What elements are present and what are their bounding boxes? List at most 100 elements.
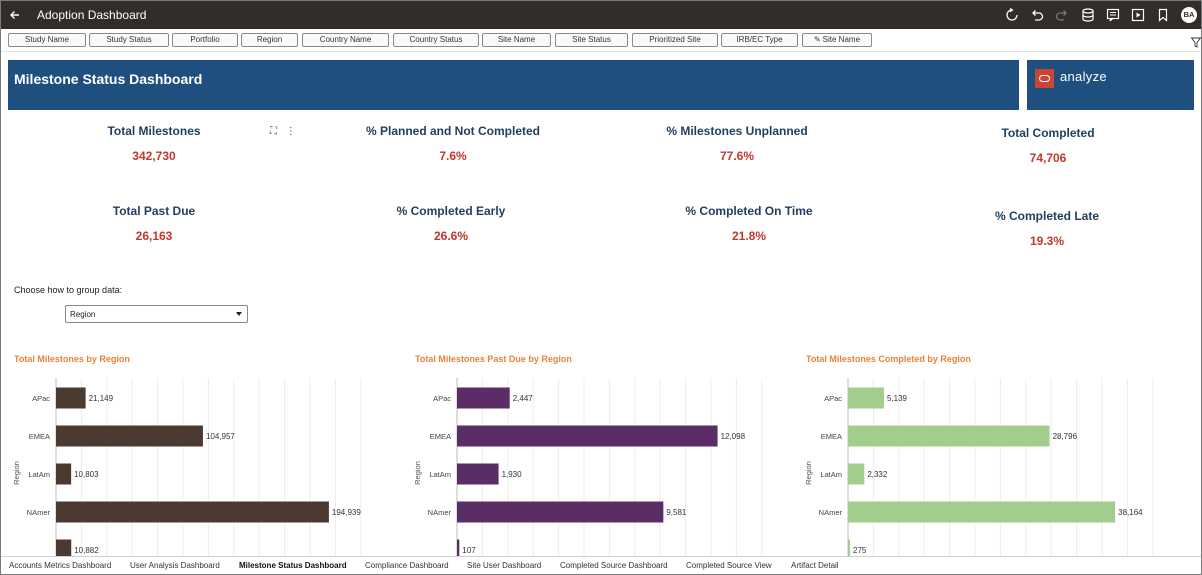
kpi-milestones-unplanned: % Milestones Unplanned 77.6% (617, 124, 857, 163)
kpi-total-past-due: Total Past Due 26,163 (34, 204, 274, 243)
category-label: EMEA (821, 432, 842, 441)
kpi-value: 19.3% (1029, 234, 1065, 248)
refresh-icon[interactable] (1004, 7, 1020, 23)
chart-title-completed: Total Milestones Completed by Region (806, 354, 971, 364)
category-label: APac (32, 394, 50, 403)
redo-icon[interactable] (1054, 7, 1070, 23)
category-label: EMEA (430, 432, 451, 441)
tab-compliance[interactable]: Compliance Dashboard (365, 561, 449, 570)
bar-value-label: 2,332 (867, 470, 888, 479)
kpi-label: % Milestones Unplanned (666, 124, 808, 138)
filter-chip-study-name[interactable]: Study Name (8, 33, 86, 47)
bar-value-label: 12,098 (721, 432, 746, 441)
category-label: APac (824, 394, 842, 403)
filter-chip-site-name[interactable]: Site Name (482, 33, 551, 47)
user-avatar[interactable]: BA (1181, 7, 1197, 23)
category-label: NAmer (428, 508, 452, 517)
kpi-value: 26,163 (135, 229, 173, 243)
tab-accounts-metrics[interactable]: Accounts Metrics Dashboard (9, 561, 112, 570)
chart-past-due[interactable]: Region 2,447 APac 12,098 EMEA 1,930 LatAm 9,581… (409, 378, 789, 556)
bar[interactable] (848, 463, 865, 485)
tab-completed-source-dashboard[interactable]: Completed Source Dashboard (560, 561, 668, 570)
group-by-value: Region (70, 310, 96, 319)
category-label: LatAm (820, 470, 842, 479)
bar-value-label: 28,796 (1053, 432, 1078, 441)
tab-milestone-status[interactable]: Milestone Status Dashboard (239, 561, 347, 570)
chart-title-total-milestones: Total Milestones by Region (14, 354, 130, 364)
y-axis-title: Region (12, 461, 21, 485)
back-arrow-icon[interactable] (5, 5, 25, 25)
bar[interactable] (848, 539, 850, 557)
kpi-completed-late: % Completed Late 19.3% (927, 209, 1167, 248)
bar[interactable] (56, 501, 329, 523)
bar[interactable] (848, 387, 884, 409)
kpi-value: 77.6% (719, 149, 755, 163)
chart-completed[interactable]: Region 5,139 APac 28,796 EMEA 2,332 LatAm 38,16… (800, 378, 1180, 556)
narrative-icon[interactable] (1105, 7, 1121, 23)
tab-artifact-detail[interactable]: Artifact Detail (791, 561, 839, 570)
filter-chip-country-name[interactable]: Country Name (302, 33, 389, 47)
present-icon[interactable] (1130, 7, 1146, 23)
more-options-icon[interactable]: ⋮ (285, 126, 296, 137)
bar[interactable] (457, 501, 664, 523)
kpi-value: 21.8% (731, 229, 767, 243)
category-label: LatAm (28, 470, 50, 479)
kpi-label: % Completed On Time (685, 204, 813, 218)
bar-value-label: 10,882 (74, 546, 99, 555)
kpi-value: 74,706 (1029, 151, 1067, 165)
group-by-select[interactable]: Region (65, 305, 248, 323)
bar[interactable] (56, 463, 72, 485)
bar-value-label: 2,447 (513, 394, 534, 403)
bar-value-label: 104,957 (206, 432, 235, 441)
filter-chip-region[interactable]: Region (241, 33, 298, 47)
page-title: Milestone Status Dashboard (14, 71, 203, 87)
group-by-label: Choose how to group data: (14, 285, 123, 295)
bar-value-label: 1,930 (502, 470, 523, 479)
bar-value-label: 275 (853, 546, 867, 555)
filter-chip-study-status[interactable]: Study Status (89, 33, 169, 47)
undo-icon[interactable] (1029, 7, 1045, 23)
filter-funnel-icon[interactable] (1190, 35, 1202, 48)
bar-value-label: 38,164 (1118, 508, 1143, 517)
tile-tools: ⛶ ⋮ (270, 126, 296, 137)
kpi-completed-on-time: % Completed On Time 21.8% (629, 204, 869, 243)
bar-value-label: 5,139 (887, 394, 908, 403)
kpi-total-completed: Total Completed 74,706 (928, 126, 1168, 165)
chart-total-milestones[interactable]: Region 21,149 APac 104,957 EMEA 10,803 LatAm 19… (8, 378, 388, 556)
app-title: Adoption Dashboard (37, 8, 147, 22)
bar-value-label: 10,803 (74, 470, 99, 479)
category-label: APac (433, 394, 451, 403)
filter-chip-prioritized-site[interactable]: Prioritized Site (632, 33, 718, 47)
filter-chip-site-name-pinned[interactable]: ✎ Site Name (802, 33, 872, 47)
bar[interactable] (848, 425, 1050, 447)
data-icon[interactable] (1080, 7, 1096, 23)
filter-chip-portfolio[interactable]: Portfolio (172, 33, 238, 47)
filter-chip-irb-ec-type[interactable]: IRB/EC Type (721, 33, 798, 47)
filter-chip-country-status[interactable]: Country Status (393, 33, 479, 47)
bar[interactable] (457, 539, 460, 557)
bookmark-icon[interactable] (1155, 7, 1171, 23)
bar-value-label: 9,581 (666, 508, 687, 517)
tab-site-user[interactable]: Site User Dashboard (467, 561, 542, 570)
bar[interactable] (848, 501, 1116, 523)
expand-icon[interactable]: ⛶ (270, 126, 277, 137)
oracle-logo-icon (1035, 69, 1054, 88)
bar[interactable] (56, 387, 86, 409)
tab-completed-source-view[interactable]: Completed Source View (686, 561, 772, 570)
kpi-total-milestones: Total Milestones 342,730 (34, 124, 274, 163)
bar[interactable] (56, 539, 72, 557)
bar[interactable] (457, 463, 499, 485)
filter-chip-site-status[interactable]: Site Status (555, 33, 628, 47)
top-bar: Adoption Dashboard BA (1, 1, 1201, 29)
bar-chart-svg: Region 2,447 APac 12,098 EMEA 1,930 LatAm 9,581… (413, 378, 763, 557)
bar[interactable] (457, 425, 718, 447)
category-label: NAmer (819, 508, 843, 517)
bar[interactable] (457, 387, 510, 409)
kpi-value: 7.6% (439, 149, 467, 163)
bottom-tab-bar: Accounts Metrics Dashboard User Analysis… (1, 556, 1201, 574)
tab-user-analysis[interactable]: User Analysis Dashboard (130, 561, 220, 570)
bar-value-label: 21,149 (89, 394, 114, 403)
dashboard-banner: Milestone Status Dashboard (8, 60, 1019, 110)
bar[interactable] (56, 425, 203, 447)
chart-title-past-due: Total Milestones Past Due by Region (415, 354, 572, 364)
